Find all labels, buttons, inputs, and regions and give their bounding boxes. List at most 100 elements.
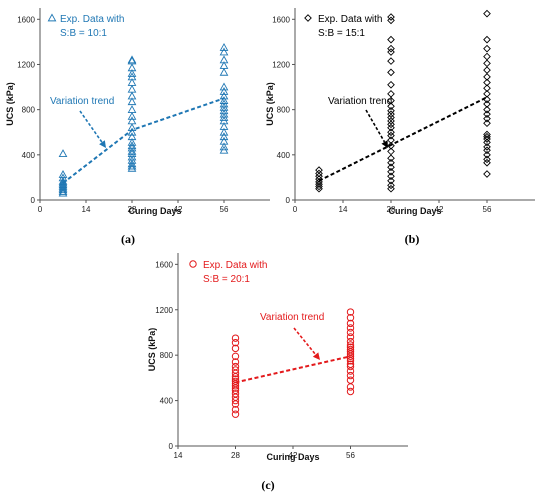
data-point (219, 82, 229, 91)
x-tick-label: 42 (435, 205, 444, 214)
data-point (231, 410, 240, 418)
annotation-arrow-head (99, 140, 106, 148)
data-point (127, 159, 137, 168)
data-point (346, 376, 355, 384)
annotation-arrow-head (381, 140, 388, 148)
data-point (387, 136, 395, 144)
data-point (346, 383, 355, 391)
data-point (346, 308, 355, 316)
data-point (483, 59, 491, 68)
y-tick-label: 1600 (272, 15, 290, 24)
data-point (346, 337, 355, 346)
legend-marker-b (304, 14, 312, 22)
data-point (387, 154, 395, 163)
y-tick-label: 800 (277, 106, 291, 115)
data-point (483, 155, 491, 164)
x-tick-label: 56 (483, 205, 492, 214)
data-point (127, 161, 137, 170)
data-point (127, 116, 137, 125)
trend-annotation-b: Variation trend (328, 96, 392, 107)
data-point (231, 405, 240, 414)
x-axis-label-b: Curing Days (388, 206, 441, 216)
data-point (387, 131, 395, 140)
data-point (231, 358, 240, 366)
x-tick-label: 28 (387, 205, 396, 214)
data-point (231, 384, 240, 392)
data-point (387, 128, 395, 137)
legend-b: Exp. Data with S:B = 15:1 (304, 14, 382, 39)
data-point (219, 113, 229, 121)
x-tick-label: 0 (293, 205, 298, 214)
data-point (231, 369, 240, 378)
y-tick-label: 800 (160, 351, 174, 360)
data-point (483, 132, 491, 141)
chart-panel-b: 0 14 28 42 56 0 400 800 1200 1600 Exp. Data with … (265, 8, 535, 246)
data-point (387, 44, 395, 53)
data-point (387, 35, 395, 44)
legend-marker-symbol (189, 260, 197, 268)
data-point (127, 163, 137, 172)
x-tick-label: 14 (82, 205, 91, 214)
data-point (219, 67, 229, 76)
axes-c: 14 28 42 56 0 400 800 1200 1600 (155, 253, 408, 460)
data-point (58, 188, 68, 197)
data-point (483, 73, 491, 81)
trend-line (318, 96, 488, 182)
data-point (387, 141, 395, 150)
data-point (58, 183, 68, 192)
data-point (346, 387, 355, 396)
y-tick-label: 800 (22, 106, 36, 115)
annotation-arrow-a (79, 110, 103, 143)
y-tick-label: 0 (31, 196, 36, 205)
data-point (387, 158, 395, 167)
data-point (127, 68, 137, 77)
data-point (346, 357, 355, 365)
data-points-c (231, 308, 355, 418)
data-point (346, 354, 355, 363)
data-point (219, 145, 229, 154)
data-point (231, 344, 240, 353)
data-point (483, 52, 491, 61)
panel-label-c: (c) (261, 478, 274, 492)
data-point (219, 47, 229, 56)
data-points-a (58, 43, 229, 197)
legend-label-line1-a: Exp. Data with (60, 14, 124, 25)
data-point (387, 167, 395, 176)
data-point (231, 400, 240, 408)
axes-a: 0 14 28 42 56 0 400 800 1200 1600 (17, 8, 270, 214)
legend-marker-a (47, 13, 57, 22)
data-point (387, 176, 395, 185)
data-point (58, 149, 68, 158)
x-axis-label-c: Curing Days (266, 452, 319, 462)
data-point (387, 48, 395, 56)
data-point (346, 362, 355, 371)
data-point (483, 138, 491, 147)
y-tick-label: 1200 (272, 60, 290, 69)
x-tick-label: 14 (339, 205, 348, 214)
x-axis-label-a: Curing Days (128, 206, 181, 216)
legend-label-line2-a: S:B = 10:1 (60, 28, 107, 39)
data-point (387, 102, 395, 111)
data-points-b (315, 9, 491, 193)
data-point (127, 55, 137, 64)
y-axis-label-a: UCS (kPa) (5, 82, 15, 126)
legend-label-line1-c: Exp. Data with (203, 260, 267, 271)
data-point (219, 91, 229, 100)
data-point (346, 328, 355, 337)
data-point (387, 163, 395, 172)
data-point (127, 127, 137, 136)
data-point (315, 172, 323, 181)
y-tick-label: 400 (277, 151, 291, 160)
data-point (231, 382, 240, 390)
panel-label-b: (b) (405, 232, 420, 246)
panel-label-a: (a) (121, 232, 135, 246)
data-point (346, 352, 355, 361)
y-axis-label-c: UCS (kPa) (147, 328, 157, 372)
data-point (58, 185, 68, 194)
data-point (127, 97, 137, 106)
data-point (483, 35, 491, 44)
data-point (387, 184, 395, 193)
legend-label-line2-c: S:B = 20:1 (203, 274, 250, 285)
data-point (346, 314, 355, 322)
